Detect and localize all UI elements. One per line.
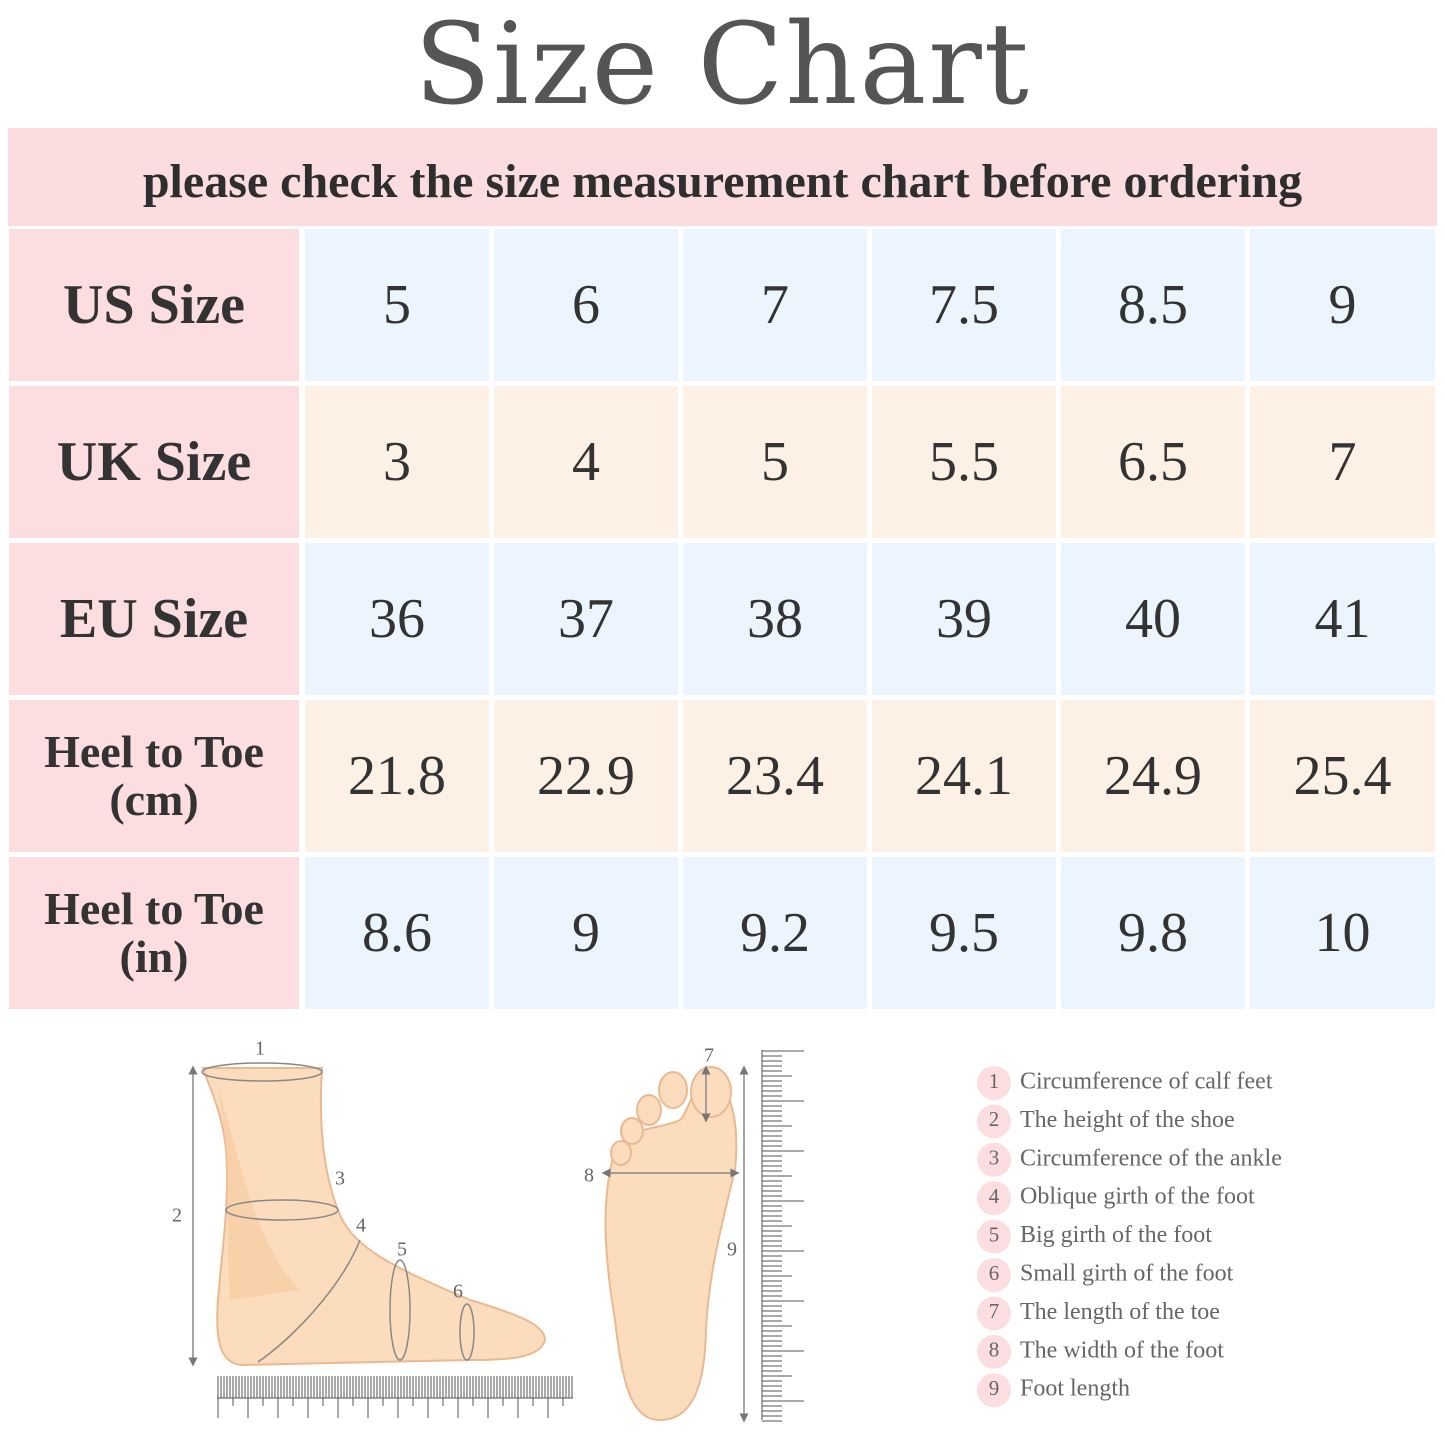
legend-badge <box>977 1296 1011 1331</box>
marker-number: 9 <box>727 1239 737 1261</box>
foot-shade <box>215 1080 300 1300</box>
marker-number: 4 <box>356 1215 366 1237</box>
subtitle-band <box>8 128 1437 226</box>
marker-number: 1 <box>255 1038 265 1060</box>
legend-text: The width of the foot <box>1020 1337 1224 1363</box>
subtitle: please check the size measurement chart … <box>142 155 1303 208</box>
legend-badge <box>977 1258 1011 1292</box>
legend-text: Big girth of the foot <box>1020 1222 1212 1248</box>
legend-text: Circumference of calf feet <box>1020 1069 1273 1095</box>
size-value: 40 <box>1061 543 1245 695</box>
size-value: 3 <box>305 386 489 538</box>
size-value: 9.8 <box>1061 857 1245 1009</box>
legend-number: 4 <box>989 1184 1000 1208</box>
size-value: 8.5 <box>1061 229 1245 381</box>
marker-number: 3 <box>335 1168 345 1190</box>
size-value: 7 <box>1250 386 1435 538</box>
size-value: 38 <box>683 543 867 695</box>
legend-badge <box>977 1142 1011 1177</box>
legend-text: The height of the shoe <box>1020 1107 1235 1133</box>
size-value: 10 <box>1250 857 1435 1009</box>
size-value: 7 <box>683 229 867 381</box>
size-value: 5 <box>305 229 489 381</box>
legend-badge <box>977 1373 1011 1408</box>
rulers <box>217 1050 804 1422</box>
legend-number: 3 <box>989 1146 1000 1170</box>
size-value: 21.8 <box>305 700 489 852</box>
size-value: 5.5 <box>872 386 1056 538</box>
legend-text: The length of the toe <box>1020 1299 1220 1325</box>
size-value: 9.5 <box>872 857 1056 1009</box>
row-header: Heel to Toe (cm) <box>9 700 299 852</box>
row-header: UK Size <box>9 386 299 538</box>
marker-number: 8 <box>584 1165 594 1187</box>
size-value: 9 <box>1250 229 1435 381</box>
size-value: 24.9 <box>1061 700 1245 852</box>
legend-text: Circumference of the ankle <box>1020 1145 1282 1171</box>
legend-number: 7 <box>989 1299 1000 1323</box>
legend-text: Foot length <box>1020 1376 1130 1402</box>
marker-number: 5 <box>397 1239 407 1261</box>
size-value: 7.5 <box>872 229 1056 381</box>
marker-number: 6 <box>453 1281 463 1303</box>
size-value: 9.2 <box>683 857 867 1009</box>
size-value: 9 <box>494 857 678 1009</box>
size-value: 36 <box>305 543 489 695</box>
title: Size Chart <box>414 0 1031 130</box>
size-value: 37 <box>494 543 678 695</box>
marker-number: 7 <box>704 1045 714 1067</box>
foot-sole <box>604 1066 738 1422</box>
size-value: 39 <box>872 543 1056 695</box>
size-value: 6 <box>494 229 678 381</box>
row-header: US Size <box>9 229 299 381</box>
size-value: 41 <box>1250 543 1435 695</box>
legend-text: Oblique girth of the foot <box>1020 1184 1255 1210</box>
legend: 1 Circumference of calf feet 2 The height o… <box>977 1066 1282 1408</box>
legend-badge <box>977 1334 1011 1369</box>
measure-lines <box>188 1062 475 1367</box>
size-value: 22.9 <box>494 700 678 852</box>
sole-lines <box>601 1065 749 1423</box>
legend-badge <box>977 1104 1011 1139</box>
size-value: 23.4 <box>683 700 867 852</box>
row-header: EU Size <box>9 543 299 695</box>
legend-number: 8 <box>989 1338 1000 1362</box>
size-value: 24.1 <box>872 700 1056 852</box>
row-header: Heel to Toe (in) <box>9 857 299 1009</box>
size-value: 25.4 <box>1250 700 1435 852</box>
size-value: 8.6 <box>305 857 489 1009</box>
legend-badge <box>977 1219 1011 1254</box>
size-value: 4 <box>494 386 678 538</box>
size-value: 5 <box>683 386 867 538</box>
legend-number: 2 <box>989 1107 1000 1131</box>
size-value: 6.5 <box>1061 386 1245 538</box>
legend-number: 9 <box>989 1376 1000 1400</box>
legend-number: 5 <box>989 1222 1000 1246</box>
legend-text: Small girth of the foot <box>1020 1261 1234 1287</box>
marker-number: 2 <box>172 1205 182 1227</box>
legend-number: 6 <box>989 1261 1000 1285</box>
legend-number: 1 <box>989 1069 1000 1093</box>
legend-badge <box>977 1066 1011 1100</box>
diagram-markers: 1 2 3 4 5 6 7 8 9 <box>172 1038 737 1303</box>
legend-badge <box>977 1181 1011 1216</box>
